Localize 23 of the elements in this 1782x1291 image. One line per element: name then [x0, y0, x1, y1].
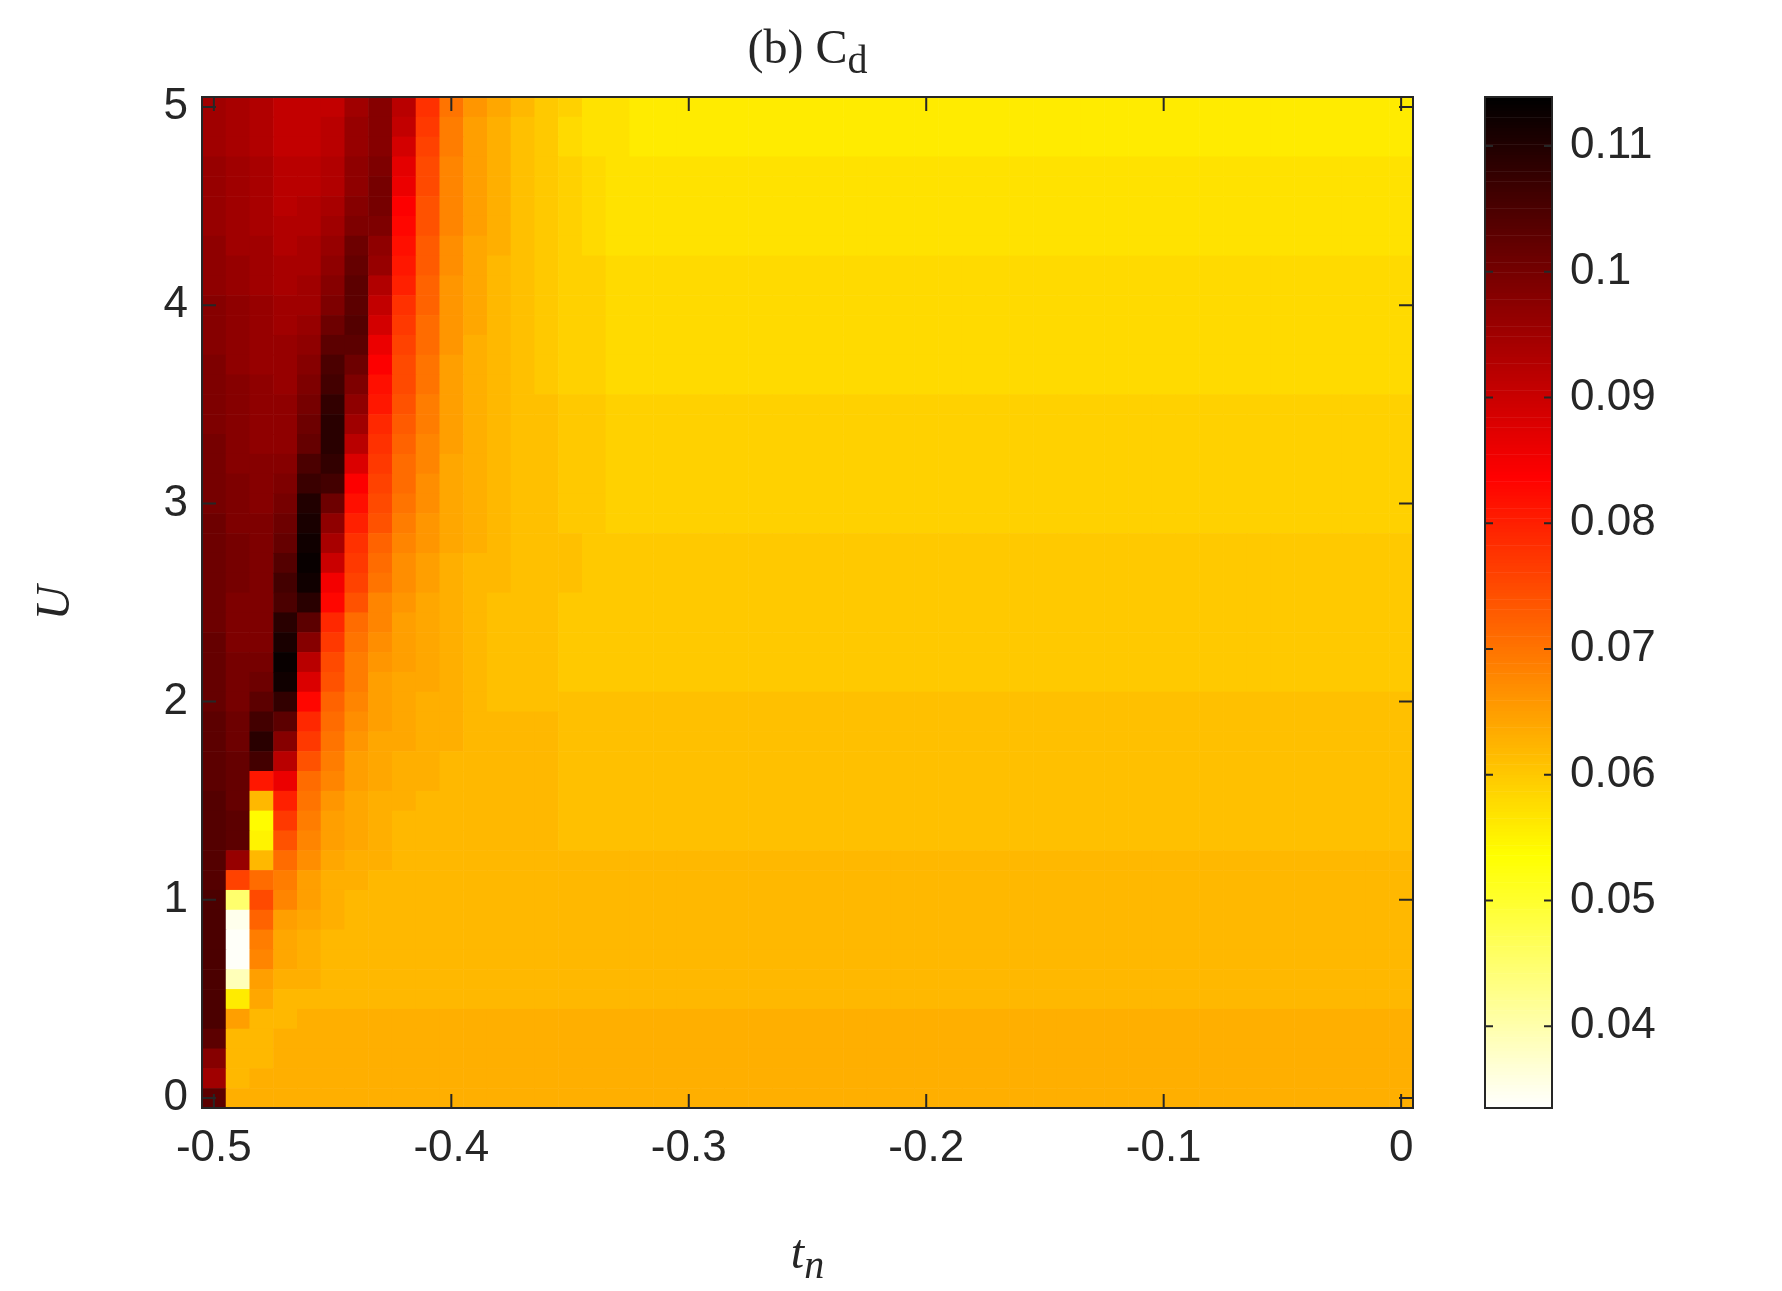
color-bar-label: 0.08 — [1570, 495, 1656, 545]
color-bar-label: 0.07 — [1570, 621, 1656, 671]
x-axis-title: t$_{n}$ — [790, 1223, 825, 1289]
y-axis-title: U — [24, 585, 80, 620]
y-tick-label: 5 — [163, 79, 188, 129]
color-bar-label: 0.06 — [1570, 746, 1656, 796]
y-tick-label: 2 — [163, 673, 188, 723]
y-tick-label: 0 — [163, 1070, 188, 1120]
x-tick-label: -0.3 — [650, 1120, 727, 1170]
chart-title: (b) C$_{d}$ — [747, 18, 868, 84]
color-bar-label: 0.09 — [1570, 369, 1656, 419]
color-bar-label: 0.04 — [1570, 998, 1656, 1048]
color-bar-label: 0.1 — [1570, 243, 1632, 293]
y-tick-label: 1 — [163, 871, 188, 921]
x-tick-label: -0.2 — [888, 1120, 965, 1170]
color-bar-label: 0.05 — [1570, 872, 1656, 922]
x-tick-label: -0.5 — [175, 1120, 252, 1170]
y-tick-label: 3 — [163, 475, 188, 525]
y-tick-label: 4 — [163, 277, 188, 327]
color-bar-label: 0.11 — [1570, 118, 1653, 168]
x-tick-label: -0.4 — [413, 1120, 490, 1170]
x-tick-label: 0 — [1388, 1120, 1414, 1170]
x-tick-label: -0.1 — [1125, 1120, 1202, 1170]
